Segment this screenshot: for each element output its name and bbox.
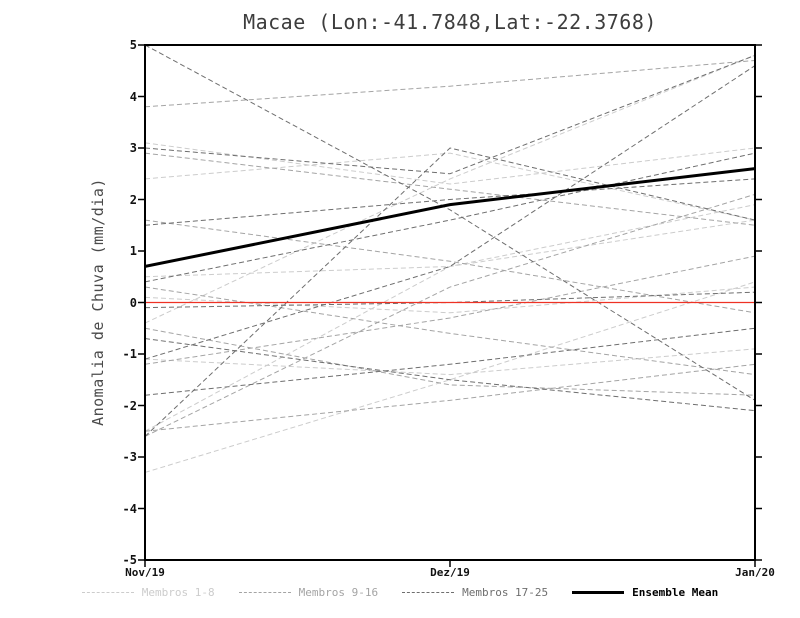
legend-label: Membros 1-8 bbox=[141, 586, 215, 599]
legend-entry: Membros 17-25 bbox=[402, 586, 548, 599]
member-line-g1-6 bbox=[145, 348, 755, 376]
ensemble-mean-line bbox=[145, 167, 755, 268]
legend-line-sample bbox=[402, 592, 455, 593]
y-tick-label: -1 bbox=[122, 347, 137, 361]
member-line-g3-3 bbox=[145, 178, 755, 226]
legend-label: Ensemble Mean bbox=[632, 586, 719, 599]
member-line-g2-1 bbox=[145, 59, 755, 108]
member-line-g2-7 bbox=[145, 363, 755, 432]
axis-ticks bbox=[138, 44, 762, 567]
y-tick-label: 1 bbox=[129, 244, 137, 258]
member-line-g1-4 bbox=[145, 286, 755, 314]
member-line-g1-5 bbox=[145, 54, 755, 324]
member-line-g2-5 bbox=[145, 327, 755, 396]
legend-entry: Ensemble Mean bbox=[572, 586, 718, 599]
member-line-g2-6 bbox=[145, 255, 755, 365]
member-line-g1-8 bbox=[145, 281, 755, 473]
member-line-g2-2 bbox=[145, 152, 755, 226]
member-line-g3-9 bbox=[145, 147, 755, 437]
member-line-g3-8 bbox=[145, 327, 755, 396]
legend-line-sample bbox=[238, 592, 291, 593]
x-tick-label: Dez/19 bbox=[430, 566, 470, 579]
y-tick-label: 4 bbox=[129, 89, 137, 104]
y-tick-label: 3 bbox=[129, 141, 137, 155]
member-line-g3-1 bbox=[145, 45, 755, 401]
member-line-g3-5 bbox=[145, 291, 755, 309]
member-line-g2-4 bbox=[145, 286, 755, 376]
legend-entry: Membros 1-8 bbox=[81, 586, 215, 599]
y-tick-label: -5 bbox=[122, 553, 137, 567]
member-line-g2-8 bbox=[145, 193, 755, 437]
series-lines bbox=[145, 45, 755, 473]
legend-line-sample bbox=[81, 592, 134, 593]
member-line-g3-7 bbox=[145, 65, 755, 360]
x-tick-label: Nov/19 bbox=[125, 566, 165, 579]
member-line-g3-6 bbox=[145, 338, 755, 412]
legend-label: Membros 17-25 bbox=[462, 586, 549, 599]
x-tick-label: Jan/20 bbox=[735, 566, 775, 579]
y-tick-label: 2 bbox=[129, 192, 137, 207]
legend: Membros 1-8 Membros 9-16 Membros 17-25 Ense… bbox=[0, 586, 800, 599]
member-line-g1-1 bbox=[145, 142, 755, 185]
y-tick-label: -2 bbox=[122, 398, 137, 413]
y-tick-label: 0 bbox=[129, 295, 137, 310]
member-line-g1-2 bbox=[145, 152, 755, 221]
legend-entry: Membros 9-16 bbox=[238, 586, 379, 599]
y-tick-label: -3 bbox=[122, 450, 137, 464]
y-tick-label: 5 bbox=[129, 38, 137, 52]
y-tick-label: -4 bbox=[122, 501, 137, 516]
chart-title: Macae (Lon:-41.7848,Lat:-22.3768) bbox=[243, 10, 657, 34]
legend-label: Membros 9-16 bbox=[298, 586, 379, 599]
member-line-g3-2 bbox=[145, 54, 755, 175]
legend-line-sample bbox=[572, 591, 625, 594]
